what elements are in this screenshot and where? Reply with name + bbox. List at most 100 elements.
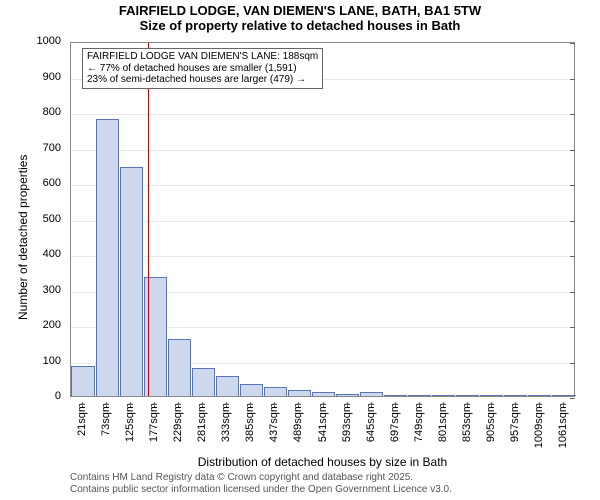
- y-tick-mark: [570, 398, 575, 399]
- histogram-bar: [552, 395, 575, 396]
- histogram-bar: [456, 395, 479, 396]
- footer-credits: Contains HM Land Registry data © Crown c…: [70, 472, 452, 496]
- x-tick-label: 73sqm: [100, 403, 112, 436]
- x-tick-label: 125sqm: [124, 403, 136, 442]
- y-tick-label: 0: [55, 390, 61, 402]
- x-tick-label: 1009sqm: [533, 403, 545, 448]
- histogram-bar: [504, 395, 527, 396]
- x-tick-mark: [106, 402, 107, 407]
- x-tick-mark: [250, 402, 251, 407]
- gridline: [71, 256, 574, 257]
- x-tick-label: 853sqm: [461, 403, 473, 442]
- x-tick-label: 21sqm: [76, 403, 88, 436]
- y-tick-label: 200: [43, 319, 61, 331]
- histogram-bar: [360, 392, 383, 396]
- y-tick-label: 100: [43, 355, 61, 367]
- histogram-bar: [96, 119, 119, 396]
- histogram-bar: [336, 394, 359, 396]
- y-tick-mark: [570, 79, 575, 80]
- x-tick-area: 21sqm 73sqm 125sqm 177sqm 229sqm 281sqm 333sqm…: [70, 403, 575, 455]
- x-tick-mark: [515, 402, 516, 407]
- gridline: [71, 221, 574, 222]
- x-tick-label: 1061sqm: [557, 403, 569, 448]
- chart-container: FAIRFIELD LODGE, VAN DIEMEN'S LANE, BATH…: [0, 0, 600, 500]
- histogram-bar: [528, 395, 551, 396]
- title-line-1: FAIRFIELD LODGE, VAN DIEMEN'S LANE, BATH…: [0, 4, 600, 19]
- y-tick-mark: [570, 43, 575, 44]
- histogram-bar: [71, 366, 94, 396]
- x-tick-mark: [178, 402, 179, 407]
- reference-line: [148, 43, 149, 396]
- x-axis-label: Distribution of detached houses by size …: [70, 455, 575, 469]
- x-tick-mark: [202, 402, 203, 407]
- gridline: [71, 185, 574, 186]
- x-tick-mark: [371, 402, 372, 407]
- plot-area: 01002003004005006007008009001000: [70, 42, 575, 397]
- x-tick-mark: [395, 402, 396, 407]
- x-tick-label: 489sqm: [292, 403, 304, 442]
- y-axis-label: Number of detached properties: [16, 154, 30, 319]
- histogram-bar: [216, 376, 239, 396]
- footer-line-2: Contains public sector information licen…: [70, 484, 452, 496]
- y-tick-label: 500: [43, 213, 61, 225]
- histogram-bar: [408, 395, 431, 396]
- x-tick-mark: [347, 402, 348, 407]
- x-tick-mark: [419, 402, 420, 407]
- x-tick-mark: [443, 402, 444, 407]
- histogram-bar: [168, 339, 191, 396]
- x-tick-mark: [298, 402, 299, 407]
- x-tick-mark: [82, 402, 83, 407]
- x-tick-label: 541sqm: [317, 403, 329, 442]
- histogram-bar: [120, 167, 143, 396]
- x-tick-mark: [274, 402, 275, 407]
- x-tick-mark: [539, 402, 540, 407]
- x-tick-mark: [323, 402, 324, 407]
- y-tick-mark: [570, 292, 575, 293]
- x-tick-label: 177sqm: [148, 403, 160, 442]
- footer-line-1: Contains HM Land Registry data © Crown c…: [70, 472, 452, 484]
- y-tick-mark: [570, 256, 575, 257]
- x-tick-label: 229sqm: [172, 403, 184, 442]
- title-line-2: Size of property relative to detached ho…: [0, 19, 600, 34]
- histogram-bar: [480, 395, 503, 396]
- y-tick-mark: [570, 185, 575, 186]
- y-tick-label: 400: [43, 248, 61, 260]
- annotation-line: 23% of semi-detached houses are larger (…: [87, 74, 318, 86]
- x-tick-mark: [226, 402, 227, 407]
- x-tick-mark: [467, 402, 468, 407]
- x-tick-mark: [130, 402, 131, 407]
- histogram-bar: [144, 277, 167, 396]
- gridline: [71, 150, 574, 151]
- x-tick-mark: [154, 402, 155, 407]
- x-tick-label: 801sqm: [437, 403, 449, 442]
- y-tick-label: 700: [43, 142, 61, 154]
- y-tick-label: 600: [43, 177, 61, 189]
- x-tick-label: 645sqm: [365, 403, 377, 442]
- y-tick-mark: [570, 150, 575, 151]
- x-tick-label: 333sqm: [220, 403, 232, 442]
- x-tick-label: 957sqm: [509, 403, 521, 442]
- x-tick-label: 697sqm: [389, 403, 401, 442]
- histogram-bar: [288, 390, 311, 396]
- histogram-bar: [312, 392, 335, 396]
- x-tick-label: 749sqm: [413, 403, 425, 442]
- x-tick-label: 437sqm: [268, 403, 280, 442]
- y-tick-mark: [570, 363, 575, 364]
- x-tick-mark: [491, 402, 492, 407]
- x-tick-label: 905sqm: [485, 403, 497, 442]
- histogram-bar: [432, 395, 455, 396]
- x-tick-label: 593sqm: [341, 403, 353, 442]
- y-tick-label: 300: [43, 284, 61, 296]
- y-tick-mark: [570, 114, 575, 115]
- histogram-bar: [192, 368, 215, 396]
- histogram-bar: [264, 387, 287, 396]
- x-tick-mark: [563, 402, 564, 407]
- histogram-bar: [384, 395, 407, 396]
- x-tick-label: 385sqm: [244, 403, 256, 442]
- x-tick-label: 281sqm: [196, 403, 208, 442]
- annotation-line: ← 77% of detached houses are smaller (1,…: [87, 63, 318, 75]
- y-tick-label: 900: [43, 71, 61, 83]
- gridline: [71, 114, 574, 115]
- y-tick-mark: [570, 327, 575, 328]
- y-tick-label: 1000: [37, 35, 61, 47]
